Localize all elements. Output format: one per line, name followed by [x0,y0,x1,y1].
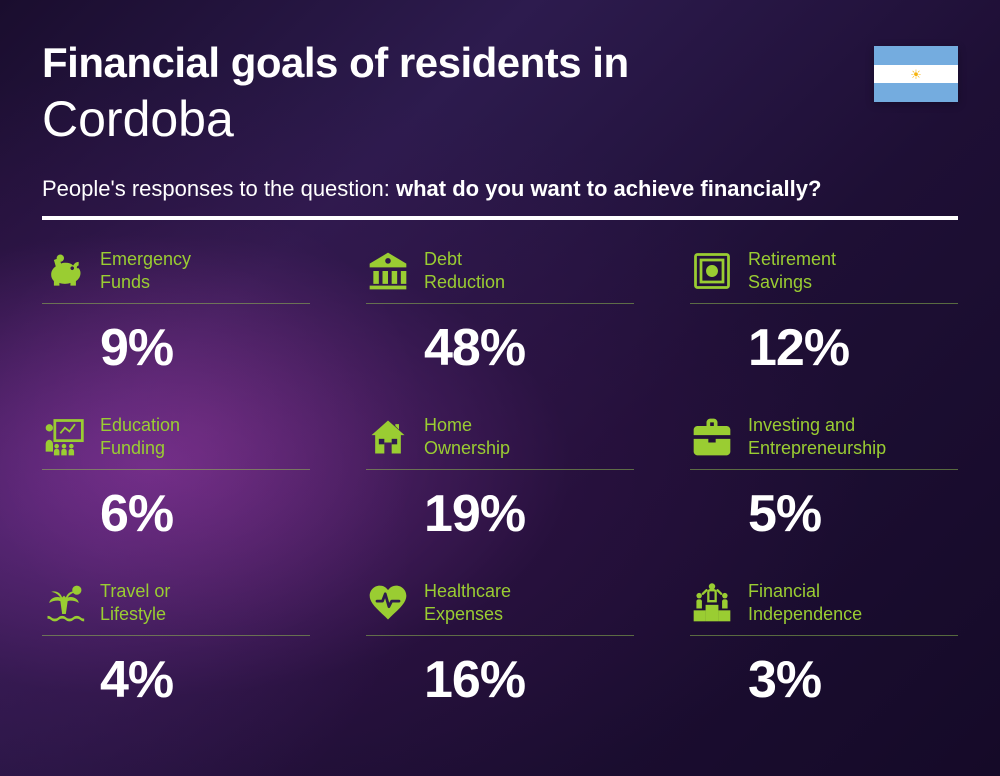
presentation-icon [42,415,86,459]
goal-header: FinancialIndependence [690,580,958,636]
heart-pulse-icon [366,581,410,625]
goal-header: Travel orLifestyle [42,580,310,636]
goal-travel-lifestyle: Travel orLifestyle 4% [42,580,310,710]
goal-value: 9% [100,318,310,378]
goals-grid: EmergencyFunds 9% DebtReduction 48% Reti… [42,248,958,710]
goal-label: FinancialIndependence [748,580,862,625]
goal-header: EducationFunding [42,414,310,470]
goal-label: Investing andEntrepreneurship [748,414,886,459]
goal-value: 48% [424,318,634,378]
subtitle-prefix: People's responses to the question: [42,176,396,201]
header: ☀ Financial goals of residents in Cordob… [42,40,958,220]
bank-icon [366,249,410,293]
goal-emergency-funds: EmergencyFunds 9% [42,248,310,378]
goal-label: DebtReduction [424,248,505,293]
goal-header: DebtReduction [366,248,634,304]
goal-header: HomeOwnership [366,414,634,470]
goal-debt-reduction: DebtReduction 48% [366,248,634,378]
goal-home-ownership: HomeOwnership 19% [366,414,634,544]
goal-header: HealthcareExpenses [366,580,634,636]
goal-financial-independence: FinancialIndependence 3% [690,580,958,710]
flag-stripe-mid: ☀ [874,65,958,84]
goal-education-funding: EducationFunding 6% [42,414,310,544]
goal-value: 6% [100,484,310,544]
flag-stripe-top [874,46,958,65]
divider [42,216,958,220]
goal-healthcare-expenses: HealthcareExpenses 16% [366,580,634,710]
goal-label: HomeOwnership [424,414,510,459]
argentina-flag-icon: ☀ [874,46,958,102]
piggy-bank-icon [42,249,86,293]
goal-value: 5% [748,484,958,544]
goal-investing-entrepreneurship: Investing andEntrepreneurship 5% [690,414,958,544]
house-icon [366,415,410,459]
goal-value: 19% [424,484,634,544]
goal-value: 4% [100,650,310,710]
goal-label: EducationFunding [100,414,180,459]
subtitle-question: what do you want to achieve financially? [396,176,821,201]
goal-retirement-savings: RetirementSavings 12% [690,248,958,378]
goal-label: Travel orLifestyle [100,580,170,625]
briefcase-icon [690,415,734,459]
palm-icon [42,581,86,625]
subtitle: People's responses to the question: what… [42,176,958,202]
page-title-city: Cordoba [42,90,958,148]
goal-header: Investing andEntrepreneurship [690,414,958,470]
goal-label: HealthcareExpenses [424,580,511,625]
goal-value: 12% [748,318,958,378]
goal-header: EmergencyFunds [42,248,310,304]
page-title-prefix: Financial goals of residents in [42,40,958,86]
goal-header: RetirementSavings [690,248,958,304]
goal-value: 3% [748,650,958,710]
flag-stripe-bot [874,83,958,102]
flag-sun-icon: ☀ [910,68,922,81]
goal-value: 16% [424,650,634,710]
goal-label: RetirementSavings [748,248,836,293]
safe-icon [690,249,734,293]
goal-label: EmergencyFunds [100,248,191,293]
podium-icon [690,581,734,625]
